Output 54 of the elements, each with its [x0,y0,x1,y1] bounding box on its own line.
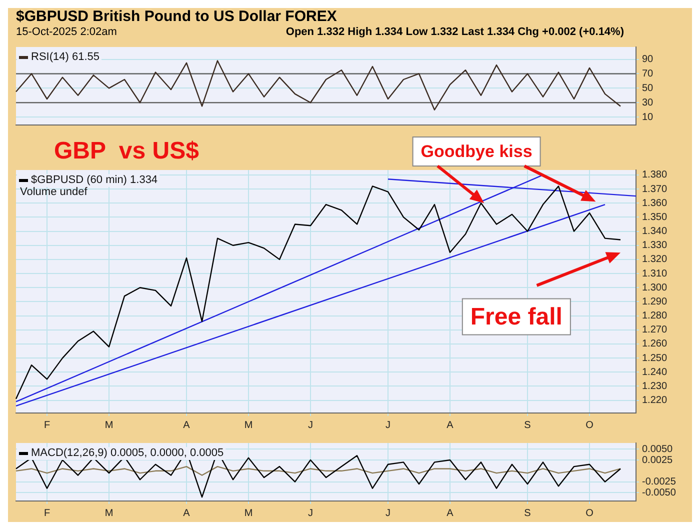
x-tick-label: A [183,508,190,519]
x-tick-label: S [524,508,532,519]
y-tick-label: 30 [642,97,654,108]
y-tick-label: 50 [642,82,654,94]
x-tick-label: F [44,420,50,431]
y-tick-label: 1.320 [642,254,668,266]
annotation: Free fall [470,303,562,330]
legend-label: MACD(12,26,9) 0.0005, 0.0000, 0.0005 [31,447,224,460]
text: GBP vs US$ [54,138,200,165]
x-tick-label: M [244,508,253,519]
y-tick-label: 70 [642,68,654,80]
y-tick-label: 1.300 [642,282,668,294]
annotation: Volume undef [20,186,88,198]
legend-label: RSI(14) 61.55 [31,51,100,64]
y-tick-label: 1.280 [642,310,668,322]
y-tick-label: 1.340 [642,226,668,238]
annotation: Goodbye kiss [420,142,532,162]
y-tick-label: 1.220 [642,395,668,406]
chart-title: $GBPUSD British Pound to US Dollar FOREX [16,8,337,25]
y-tick-label: 0.0050 [642,444,674,455]
x-tick-label: A [446,420,454,431]
y-tick-label: 1.290 [642,296,668,308]
x-tick-label: S [524,420,532,431]
x-tick-label: M [104,508,114,519]
x-tick-label: A [183,420,190,431]
x-tick-label: J [308,420,313,431]
y-tick-label: 1.370 [642,184,668,195]
chart-subtitle: 15-Oct-2025 2:02am [16,26,117,38]
x-tick-label: F [44,508,50,519]
x-tick-label: O [586,420,594,431]
legend-label: $GBPUSD (60 min) 1.334 [31,174,158,186]
y-tick-label: 1.260 [642,338,668,350]
y-tick-label: 1.350 [642,212,668,223]
y-tick-label: 0.0025 [642,454,674,466]
y-tick-label: 1.240 [642,366,668,378]
x-tick-label: O [586,508,594,519]
y-tick-label: 10 [642,112,654,123]
y-tick-label: 90 [642,54,654,66]
y-tick-label: 1.330 [642,240,668,252]
y-tick-label: 1.380 [642,170,668,181]
x-tick-label: M [244,420,253,431]
x-tick-label: J [308,508,313,519]
y-tick-label: 1.230 [642,380,668,392]
x-tick-label: J [386,508,390,519]
x-tick-label: M [104,420,114,431]
y-tick-label: -0.0050 [642,487,676,498]
y-tick-label: 1.310 [642,268,668,280]
x-tick-label: A [446,508,454,519]
y-tick-label: 1.270 [642,324,668,336]
text: Open 1.332 High 1.334 Low 1.332 Last 1.334 Chg +0.002 (+0.14%) [286,26,624,38]
y-tick-label: 1.360 [642,198,668,209]
x-tick-label: J [386,420,390,431]
y-tick-label: -0.0025 [642,476,676,488]
y-tick-label: 1.250 [642,352,668,364]
